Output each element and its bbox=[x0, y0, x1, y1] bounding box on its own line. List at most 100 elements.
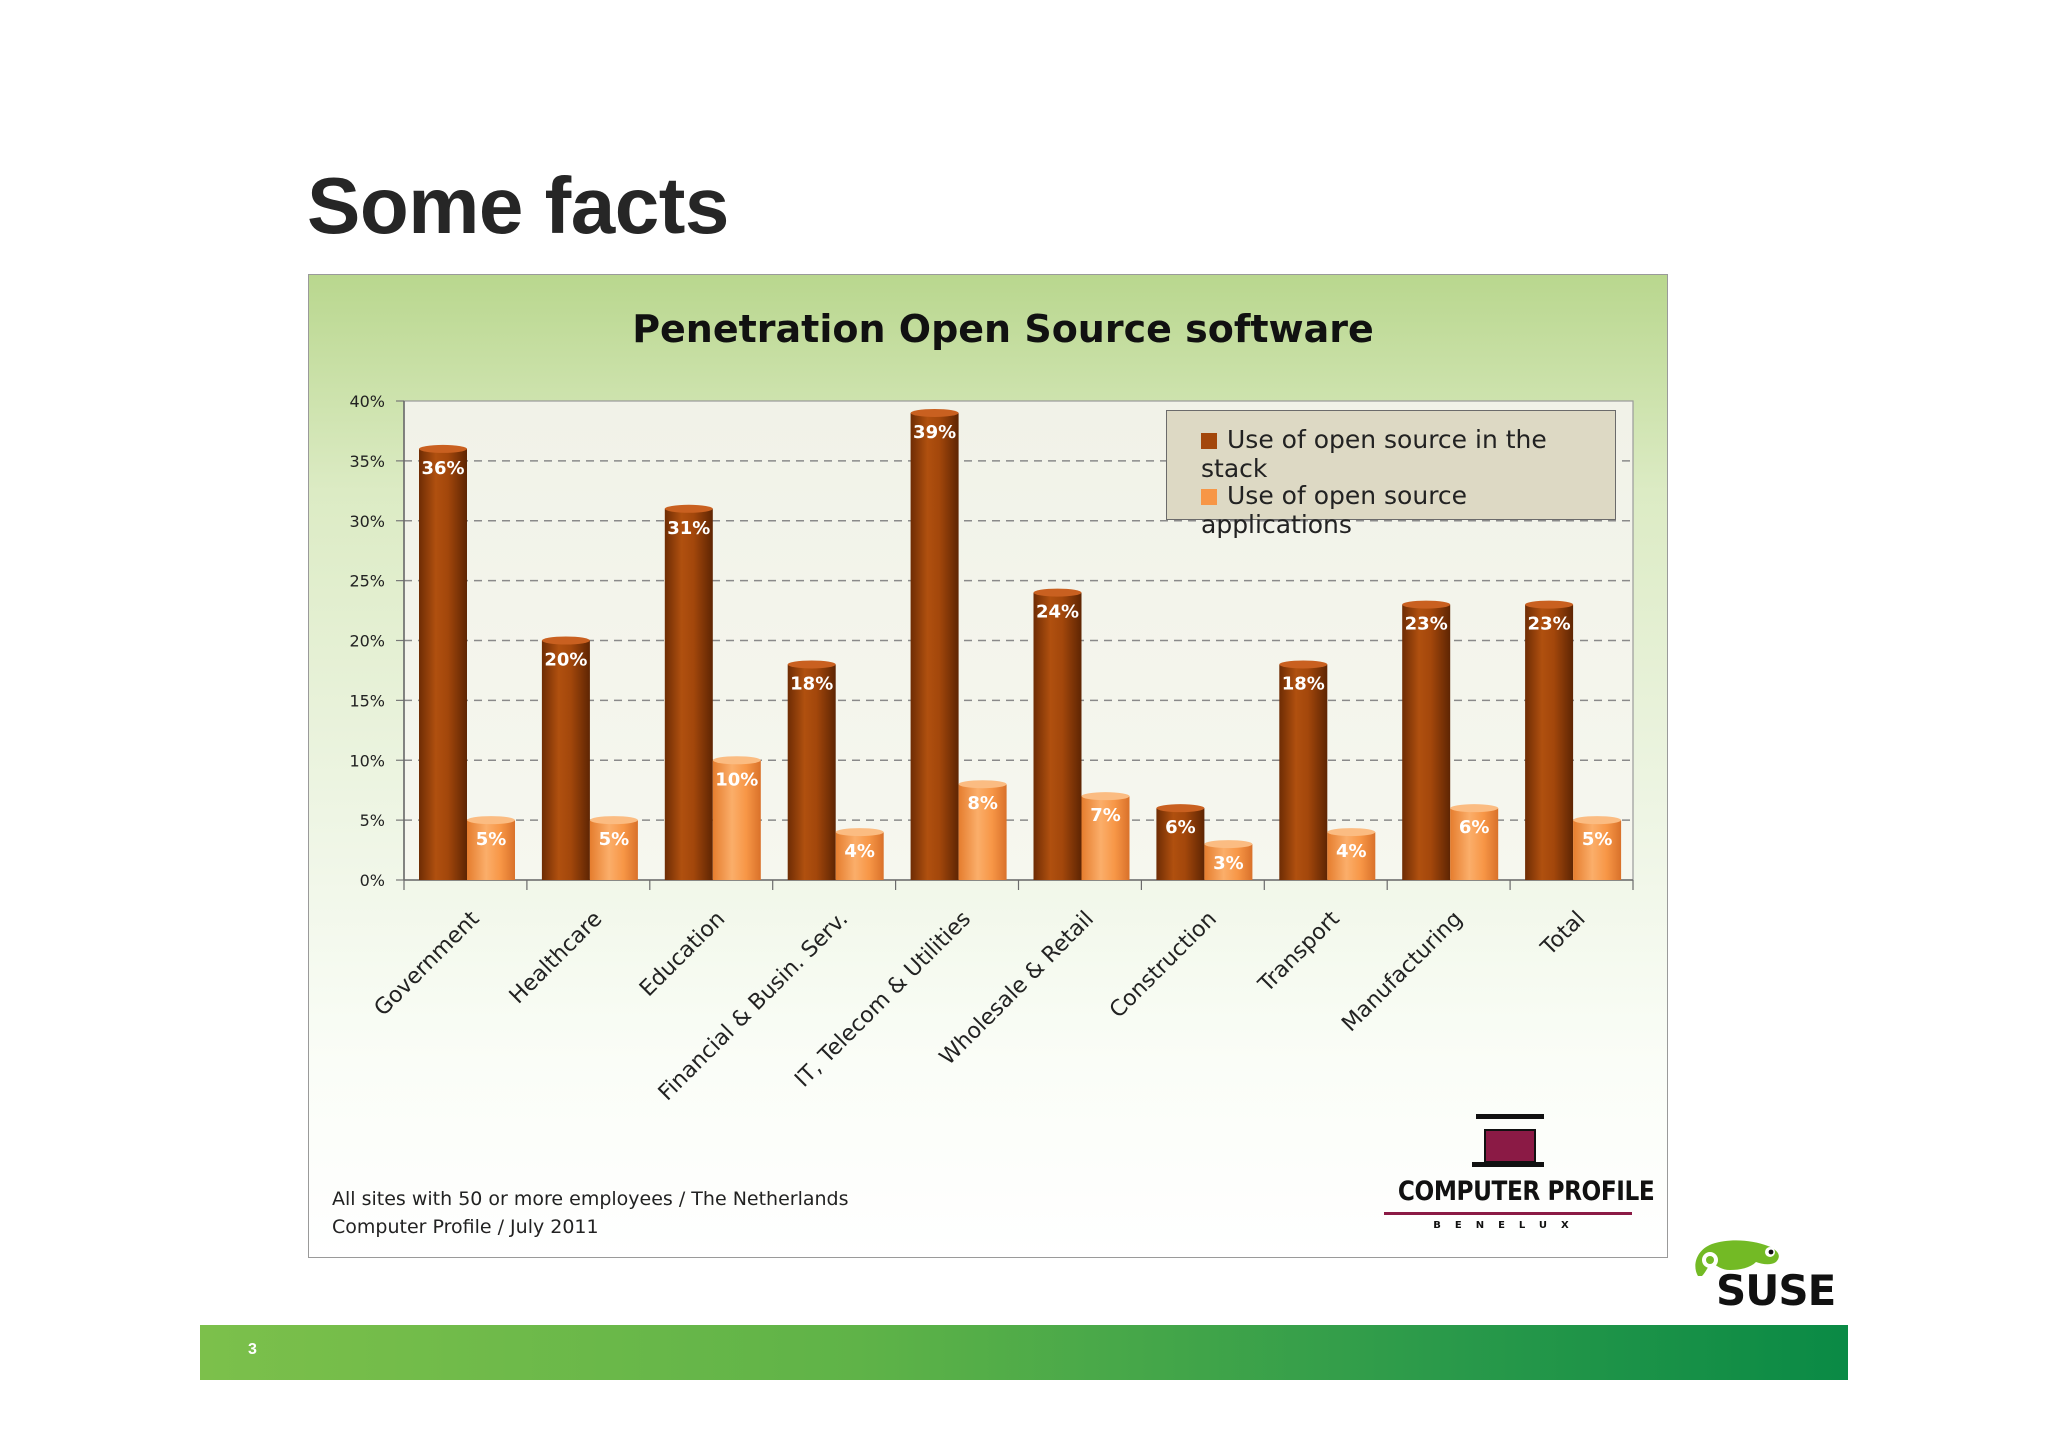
data-label: 5% bbox=[476, 829, 507, 850]
bar-top bbox=[419, 444, 467, 453]
data-label: 3% bbox=[1213, 853, 1244, 874]
data-label: 8% bbox=[967, 793, 998, 814]
x-category-label: Construction bbox=[1105, 907, 1222, 1024]
bar bbox=[1402, 604, 1451, 880]
footnote-sample: All sites with 50 or more employees / Th… bbox=[332, 1188, 849, 1210]
bar-top bbox=[712, 756, 761, 765]
suse-wordmark: SUSE bbox=[1716, 1266, 1836, 1315]
x-category-label: Government bbox=[370, 906, 485, 1021]
bar bbox=[541, 640, 590, 880]
data-label: 18% bbox=[790, 673, 833, 694]
bar-top bbox=[787, 660, 836, 669]
data-label: 4% bbox=[844, 841, 875, 862]
bar-top bbox=[467, 816, 515, 825]
data-label: 10% bbox=[715, 769, 758, 790]
cp-logo-box bbox=[1484, 1129, 1536, 1163]
cp-logo-rule bbox=[1384, 1212, 1632, 1215]
data-label: 6% bbox=[1165, 817, 1196, 838]
data-label: 7% bbox=[1090, 805, 1121, 826]
chameleon-icon bbox=[1695, 1240, 1779, 1276]
y-tick-label: 5% bbox=[360, 811, 385, 830]
bar-top bbox=[1450, 804, 1499, 813]
cp-logo-name: COMPUTER PROFILE bbox=[1397, 1176, 1655, 1207]
slide-title: Some facts bbox=[307, 161, 729, 250]
data-label: 20% bbox=[544, 650, 587, 671]
data-label: 5% bbox=[1582, 829, 1613, 850]
page-number: 3 bbox=[248, 1341, 257, 1358]
legend-label-stack: Use of open source in the stack bbox=[1201, 425, 1547, 483]
bar-top bbox=[1279, 660, 1328, 669]
bar-top bbox=[1525, 600, 1574, 609]
legend-item-stack: Use of open source in the stack bbox=[1201, 425, 1615, 483]
bar-top bbox=[664, 504, 713, 513]
data-label: 39% bbox=[913, 422, 956, 443]
data-label: 5% bbox=[599, 829, 630, 850]
y-tick-label: 10% bbox=[349, 751, 385, 770]
x-category-label: Transport bbox=[1253, 906, 1345, 998]
chart-legend: Use of open source in the stack Use of o… bbox=[1166, 410, 1616, 539]
bar bbox=[910, 412, 959, 880]
data-label: 4% bbox=[1336, 841, 1367, 862]
computer-profile-logo: COMPUTER PROFILE BENELUX bbox=[1380, 1114, 1655, 1234]
bar bbox=[1081, 796, 1130, 880]
bar-top bbox=[910, 408, 959, 417]
bar bbox=[712, 760, 761, 880]
bar bbox=[835, 832, 884, 880]
bar bbox=[467, 820, 515, 880]
bar bbox=[1156, 808, 1205, 880]
bar-top bbox=[1327, 828, 1376, 837]
bar-top bbox=[1402, 600, 1451, 609]
bar-top bbox=[958, 780, 1007, 789]
bar bbox=[958, 784, 1007, 880]
y-tick-label: 0% bbox=[360, 871, 385, 890]
bar-top bbox=[835, 828, 884, 837]
data-label: 23% bbox=[1405, 614, 1448, 635]
bar bbox=[787, 664, 836, 880]
x-category-label: Education bbox=[635, 907, 730, 1002]
bar bbox=[1450, 808, 1499, 880]
bar bbox=[1033, 592, 1082, 880]
bar bbox=[589, 820, 638, 880]
bar bbox=[1204, 844, 1253, 880]
data-label: 31% bbox=[667, 518, 710, 539]
y-tick-label: 15% bbox=[349, 691, 385, 710]
y-tick-label: 20% bbox=[349, 632, 385, 651]
legend-item-applications: Use of open source applications bbox=[1201, 481, 1615, 539]
cp-logo-bar-top bbox=[1476, 1114, 1544, 1119]
y-tick-label: 30% bbox=[349, 512, 385, 531]
x-category-label: Total bbox=[1536, 907, 1591, 962]
bar bbox=[419, 448, 467, 880]
bar-top bbox=[1573, 816, 1622, 825]
x-category-label: Manufacturing bbox=[1337, 907, 1467, 1037]
data-label: 36% bbox=[421, 458, 464, 479]
bar bbox=[1327, 832, 1376, 880]
cp-logo-bar-bottom bbox=[1472, 1162, 1544, 1167]
legend-swatch-stack bbox=[1201, 433, 1217, 449]
data-label: 6% bbox=[1459, 817, 1490, 838]
data-label: 24% bbox=[1036, 602, 1079, 623]
bar-top bbox=[1033, 588, 1082, 597]
bar-top bbox=[1081, 792, 1130, 801]
chart-title: Penetration Open Source software bbox=[632, 307, 1374, 351]
footnote-source: Computer Profile / July 2011 bbox=[332, 1216, 599, 1238]
bar-top bbox=[1156, 804, 1205, 813]
bar bbox=[1279, 664, 1328, 880]
bar bbox=[1525, 604, 1574, 880]
y-tick-label: 40% bbox=[349, 392, 385, 411]
bar bbox=[664, 508, 713, 880]
legend-swatch-applications bbox=[1201, 489, 1217, 505]
bar bbox=[1573, 820, 1622, 880]
suse-logo: SUSE bbox=[1690, 1236, 1850, 1315]
x-category-label: Healthcare bbox=[505, 907, 607, 1009]
bar-top bbox=[1204, 840, 1253, 849]
footer-band: 3 bbox=[200, 1325, 1848, 1380]
y-tick-label: 35% bbox=[349, 452, 385, 471]
cp-logo-sub: BENELUX bbox=[1433, 1220, 1583, 1231]
bar-top bbox=[541, 636, 590, 645]
data-label: 18% bbox=[1282, 673, 1325, 694]
bar-top bbox=[589, 816, 638, 825]
legend-label-applications: Use of open source applications bbox=[1201, 481, 1468, 539]
data-label: 23% bbox=[1528, 614, 1571, 635]
y-tick-label: 25% bbox=[349, 572, 385, 591]
